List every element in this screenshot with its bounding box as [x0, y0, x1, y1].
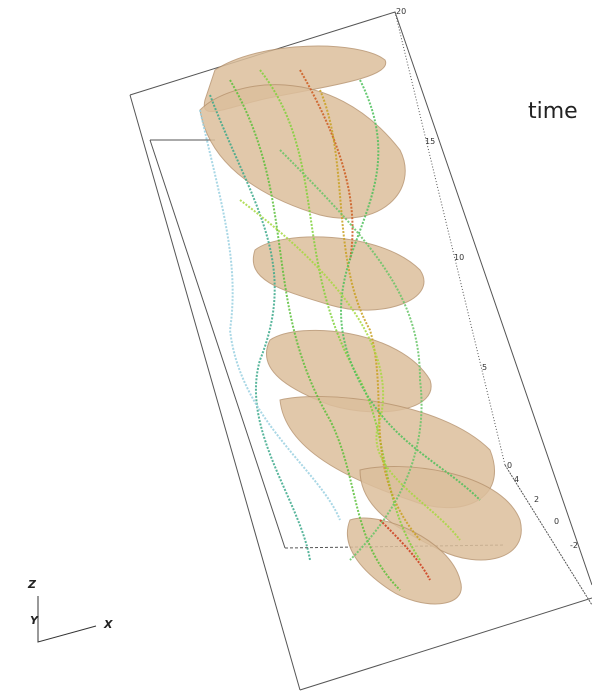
tick-label: 4: [514, 475, 519, 484]
triad-label: Y: [30, 614, 39, 627]
tick-label: 10: [454, 253, 464, 262]
tick-label: 20: [396, 7, 406, 16]
tick-label: 0: [554, 517, 559, 526]
tick-label: 15: [425, 137, 435, 146]
triad-label: Z: [27, 578, 37, 591]
tick-label: 0: [507, 461, 512, 470]
annotation: time: [528, 99, 578, 124]
visualization: time 20 15 10 5 0 4 2 0 -2 Z Y X: [0, 0, 592, 693]
triad-label: X: [103, 618, 113, 631]
y-axis-ticks: 4 2 0 -2: [514, 475, 578, 550]
tick-label: 2: [534, 495, 539, 504]
axes-triad: Z Y X: [27, 578, 113, 642]
tick-label: -2: [570, 541, 578, 550]
tick-label: 5: [482, 363, 487, 372]
